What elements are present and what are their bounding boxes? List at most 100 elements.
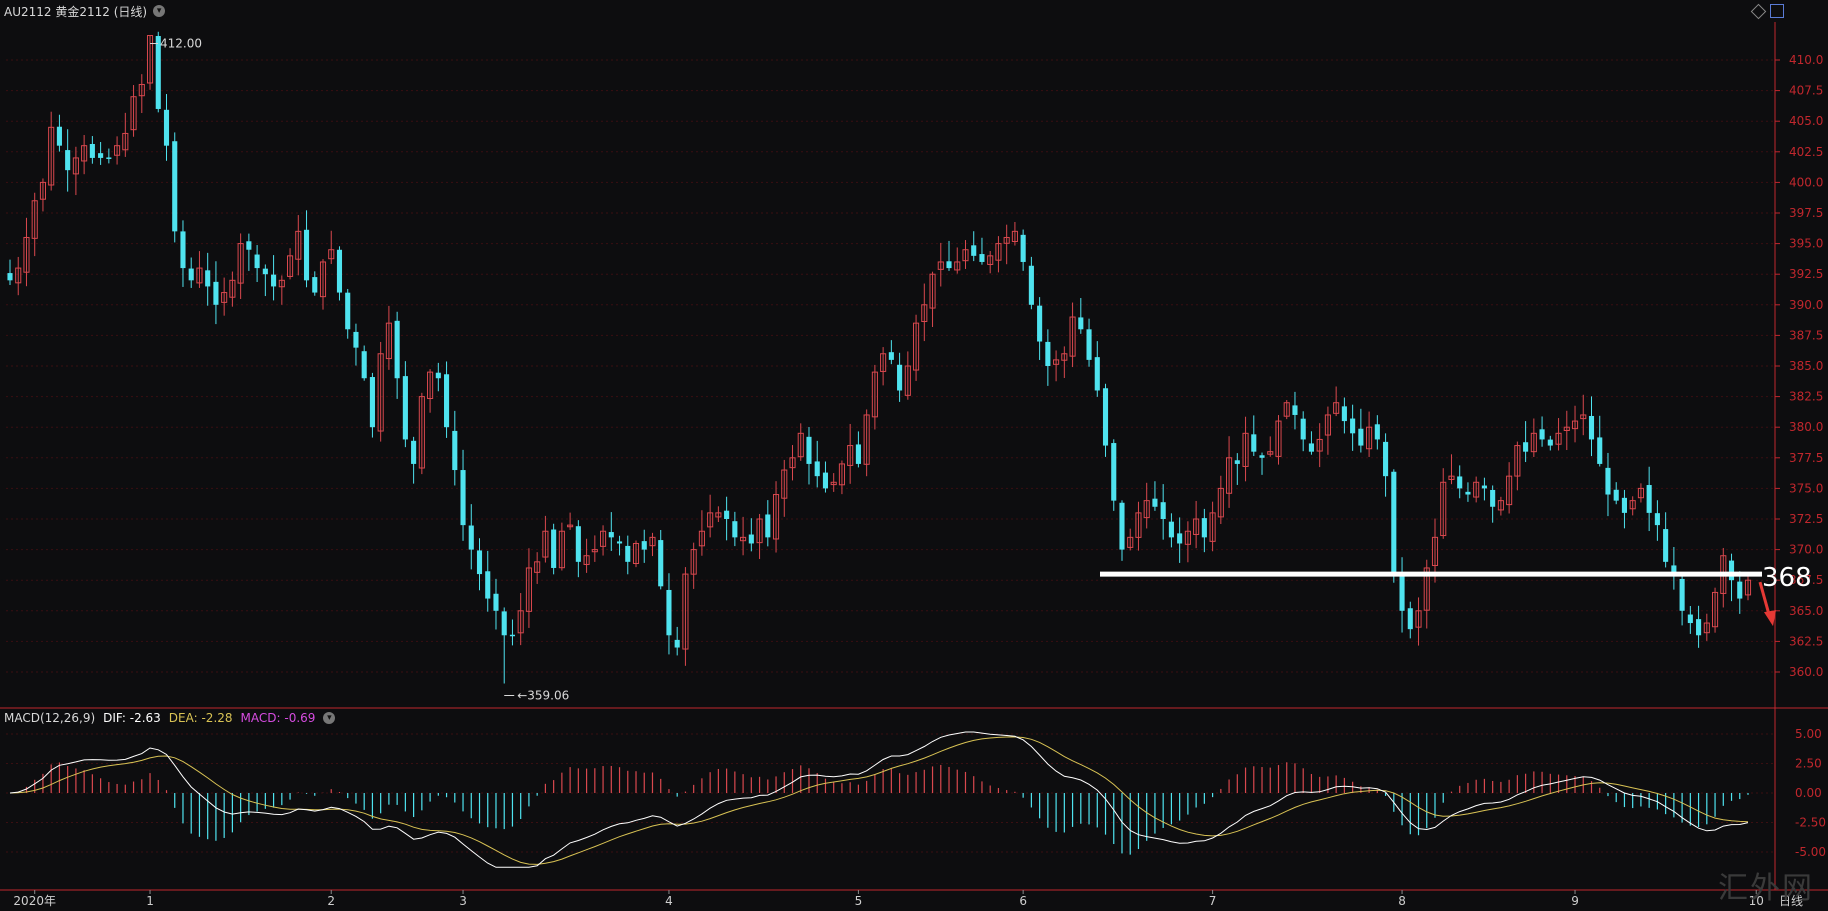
candle-body [567,524,574,528]
candle-body [81,145,88,162]
candle-body [1448,475,1455,480]
candle-body [732,521,738,538]
candle-body [237,243,244,284]
candle-body [1383,441,1389,477]
candle-body [525,567,532,612]
candle-body [822,472,829,489]
candle-body [1037,305,1043,342]
candle-body [542,530,549,558]
candle-body [1226,457,1233,494]
candle-body [946,261,952,269]
candle-body [1440,481,1447,537]
candle-body [641,541,647,550]
candle-body [336,249,343,293]
candle-body [1547,439,1553,446]
y-tick-label: 365.0 [1789,604,1823,618]
candle-body [558,530,565,569]
candle-body [1687,614,1693,624]
candle-body [1308,443,1314,452]
x-tick-label: 2020年 [13,894,56,908]
candle-body [188,268,194,281]
candle-body [1102,388,1109,446]
diamond-icon[interactable] [1750,3,1767,19]
candle-body [411,440,417,464]
y-tick-label: 407.5 [1789,84,1823,98]
candle-body [979,254,985,262]
candle-body [666,589,672,636]
candle-body [1671,565,1677,575]
candle-body [1119,502,1125,550]
candle-body [377,353,384,432]
y-tick-label: 387.5 [1789,328,1823,342]
candle-body [303,229,310,281]
candle-body [987,255,994,265]
candle-body [830,481,837,486]
candle-body [1341,406,1347,422]
candle-body [1621,497,1627,513]
chevron-down-icon[interactable]: ▾ [153,5,166,17]
candle-body [756,518,763,544]
candle-body [1086,329,1092,360]
candle-body [600,530,607,547]
candle-body [39,181,47,200]
candle-body [1473,481,1480,498]
y-tick-label: 360.0 [1789,665,1823,679]
candle-body [72,157,79,175]
candle-body [1275,420,1282,457]
candle-body [1490,489,1496,507]
candle-body [1020,234,1026,262]
candle-body [361,351,367,379]
x-tick-label: 5 [855,894,863,908]
y-tick-label: 405.0 [1789,114,1823,128]
candle-body [888,352,894,360]
candle-body [418,396,425,469]
candle-body [1358,428,1364,446]
candle-body [1333,402,1340,414]
candle-body [904,365,911,396]
candle-body [1506,475,1513,506]
y-tick-label: 400.0 [1789,175,1823,189]
dif-line [9,731,1749,868]
x-tick-label: 8 [1398,894,1406,908]
candle-body [1259,455,1265,458]
candle-body [863,414,870,465]
candle-body [1028,265,1034,305]
candle-body [1457,476,1463,489]
symbol-title: AU2112 黄金2112 (日线) [4,4,148,19]
y-tick-label: 375.0 [1789,481,1823,495]
candle-body [1160,502,1166,519]
candle-body [1201,518,1207,538]
candle-body [1234,460,1240,464]
chevron-down-icon[interactable]: ▾ [323,712,336,724]
candle-body [345,292,351,330]
macd-y-tick-label: 5.00 [1795,727,1822,741]
candle-body [1514,445,1521,477]
candle-body [1703,622,1710,634]
candle-body [1324,414,1331,436]
candle-body [205,270,211,287]
window-toggle-icon[interactable] [1770,4,1784,18]
candle-body [31,200,38,239]
candle-body [814,461,820,477]
candle-body [789,457,796,469]
candle-body [1530,432,1537,453]
candle-body [452,430,458,471]
candle-body [674,639,680,648]
x-tick-label: 7 [1209,894,1217,908]
candle-body [353,331,359,348]
candle-body [1209,512,1216,542]
candle-body [138,83,145,97]
candle-body [1539,429,1545,440]
candle-body [98,153,104,158]
candle-body [1193,518,1200,535]
candle-body [658,540,664,587]
candle-body [534,561,541,573]
candle-body [551,529,557,568]
candle-body [880,353,887,372]
x-tick-label: 4 [665,894,673,908]
candle-body [1399,575,1405,611]
candle-body [1374,424,1380,440]
candle-body [838,463,845,486]
candle-body [1654,513,1660,526]
